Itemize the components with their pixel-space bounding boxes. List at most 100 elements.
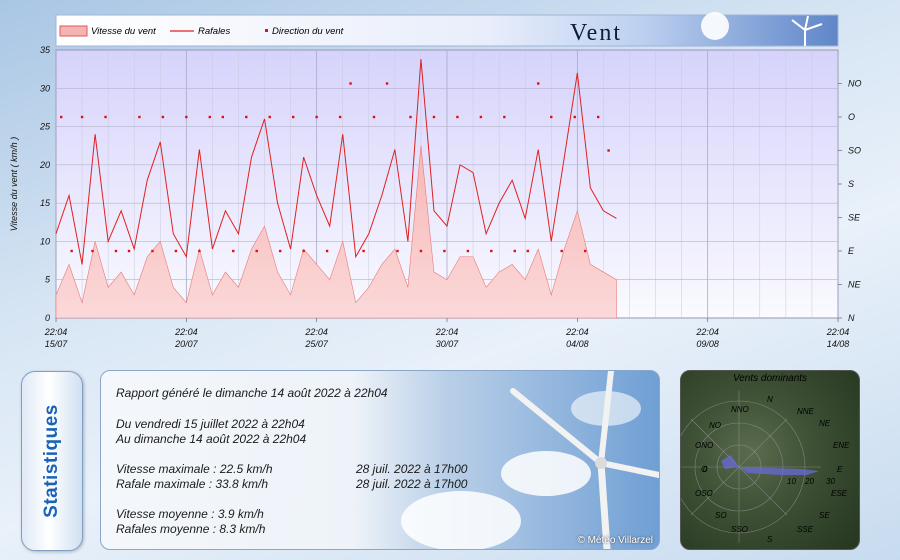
direction-point bbox=[325, 249, 329, 253]
chart-axes: 0 5 10 15 20 25 30 35 N NE E SE S SO O NO 22:04 15/07 22:0… bbox=[39, 45, 862, 349]
dir-ENE: ENE bbox=[833, 441, 850, 450]
stats-tab-label: Statistiques bbox=[41, 404, 62, 518]
x-tick-date: 09/08 bbox=[696, 339, 719, 349]
x-tick-time: 22:04 bbox=[826, 327, 850, 337]
avg-gust: Rafales moyenne : 8.3 km/h bbox=[116, 522, 266, 536]
wind-rose-petals bbox=[721, 455, 819, 475]
dir-NNE: NNE bbox=[797, 407, 814, 416]
wind-chart: Vitesse du vent Rafales Direction du ven… bbox=[9, 12, 862, 349]
direction-point bbox=[127, 249, 131, 253]
x-tick-date: 25/07 bbox=[304, 339, 329, 349]
gust-line bbox=[55, 59, 617, 265]
scale-0: 0 bbox=[703, 465, 708, 474]
y2-tick-label: NO bbox=[848, 79, 862, 89]
direction-point bbox=[456, 115, 459, 119]
dir-NE: NE bbox=[819, 419, 831, 428]
speed-series bbox=[55, 145, 617, 319]
direction-point bbox=[466, 249, 470, 253]
dir-N: N bbox=[767, 395, 773, 404]
direction-point bbox=[60, 115, 63, 119]
direction-point bbox=[490, 249, 493, 253]
cloud-decoration bbox=[501, 451, 591, 496]
direction-point bbox=[151, 249, 154, 253]
copyright: © Météo Villarzel bbox=[577, 535, 653, 546]
x-tick-date: 04/08 bbox=[566, 339, 589, 349]
y2-tick-label: E bbox=[848, 246, 855, 256]
direction-point bbox=[208, 115, 211, 119]
y2-tick-label: O bbox=[848, 112, 855, 122]
scale-20: 20 bbox=[805, 477, 814, 486]
direction-point bbox=[503, 115, 506, 119]
sun-glow bbox=[701, 12, 729, 40]
direction-point bbox=[419, 249, 423, 253]
speed-area bbox=[55, 145, 617, 319]
report-panel: Rapport généré le dimanche 14 août 2022 … bbox=[100, 370, 660, 550]
direction-point bbox=[596, 115, 600, 119]
direction-point bbox=[338, 115, 342, 119]
y2-tick-label: SO bbox=[848, 146, 861, 156]
x-tick-time: 22:04 bbox=[695, 327, 719, 337]
legend-speed-label: Vitesse du vent bbox=[91, 26, 156, 37]
legend-direction-label: Direction du vent bbox=[272, 26, 344, 37]
direction-point bbox=[245, 115, 248, 119]
y2-tick-label: S bbox=[848, 179, 854, 189]
dir-SSO: SSO bbox=[731, 525, 748, 534]
direction-point bbox=[161, 115, 165, 119]
direction-point bbox=[104, 115, 107, 119]
direction-point bbox=[91, 249, 94, 253]
max-speed: Vitesse maximale : 22.5 km/h bbox=[116, 462, 273, 476]
direction-point bbox=[560, 249, 563, 253]
direction-point bbox=[526, 249, 530, 253]
scale-10: 10 bbox=[787, 477, 796, 486]
y-tick-label: 20 bbox=[39, 160, 50, 170]
x-tick-date: 30/07 bbox=[436, 339, 460, 349]
direction-point bbox=[432, 115, 436, 119]
dir-SO: SO bbox=[715, 511, 727, 520]
direction-point bbox=[372, 115, 376, 119]
y2-tick-label: N bbox=[848, 313, 855, 323]
direction-point bbox=[268, 115, 271, 119]
direction-point bbox=[198, 249, 201, 253]
y-axis-label: Vitesse du vent ( km/h ) bbox=[9, 137, 19, 231]
direction-point bbox=[479, 115, 483, 119]
y2-tick-label: NE bbox=[848, 280, 861, 290]
y-tick-label: 30 bbox=[40, 83, 50, 93]
direction-point bbox=[221, 115, 225, 119]
direction-point bbox=[362, 249, 365, 253]
y2-tick-label: SE bbox=[848, 213, 861, 223]
dir-O: O bbox=[701, 465, 708, 474]
direction-point bbox=[443, 249, 446, 253]
winds-title: Vents dominants bbox=[732, 373, 808, 384]
cloud-decoration bbox=[401, 491, 521, 549]
turbine-icon bbox=[791, 15, 823, 46]
direction-point bbox=[537, 82, 540, 85]
dir-E: E bbox=[837, 465, 843, 474]
direction-point bbox=[550, 115, 553, 119]
x-tick-date: 14/08 bbox=[827, 339, 850, 349]
dir-ESE: ESE bbox=[831, 489, 848, 498]
direction-point bbox=[114, 249, 118, 253]
direction-point bbox=[302, 249, 305, 253]
direction-point bbox=[573, 115, 576, 119]
y-tick-label: 15 bbox=[40, 198, 51, 208]
direction-point bbox=[174, 249, 178, 253]
direction-point bbox=[409, 115, 412, 119]
chart-title: Vent bbox=[570, 20, 622, 46]
direction-point bbox=[607, 149, 610, 152]
dir-OSO: OSO bbox=[695, 489, 713, 498]
direction-point bbox=[583, 249, 587, 253]
legend-direction-swatch bbox=[265, 29, 268, 32]
direction-point bbox=[232, 249, 235, 253]
max-gust: Rafale maximale : 33.8 km/h bbox=[116, 477, 269, 491]
dir-ONO: ONO bbox=[695, 441, 714, 450]
report-to: Au dimanche 14 août 2022 à 22h04 bbox=[116, 432, 307, 446]
stats-tab[interactable]: Statistiques bbox=[21, 371, 83, 551]
direction-series bbox=[60, 82, 610, 253]
dir-SSE: SSE bbox=[797, 525, 814, 534]
max-gust-date: 28 juil. 2022 à 17h00 bbox=[356, 477, 468, 491]
x-tick-time: 22:04 bbox=[174, 327, 198, 337]
dir-NO: NO bbox=[709, 421, 721, 430]
x-tick-date: 15/07 bbox=[45, 339, 69, 349]
x-tick-time: 22:04 bbox=[565, 327, 589, 337]
dir-SE: SE bbox=[819, 511, 830, 520]
